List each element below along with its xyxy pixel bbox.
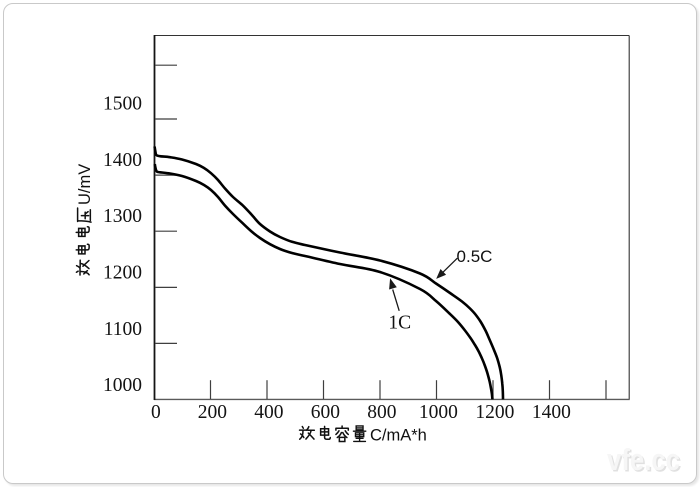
svg-text:0.5C: 0.5C — [457, 247, 493, 266]
svg-text:600: 600 — [311, 402, 340, 423]
svg-text:1200: 1200 — [103, 263, 142, 284]
svg-text:1000: 1000 — [103, 375, 142, 396]
svg-text:1000: 1000 — [419, 402, 458, 423]
svg-text:U/mV: U/mV — [76, 164, 94, 205]
svg-text:vfe.cc: vfe.cc — [607, 442, 680, 477]
svg-text:800: 800 — [367, 402, 396, 423]
svg-text:vfe.cc: vfe.cc — [609, 444, 682, 479]
svg-text:0: 0 — [151, 402, 161, 423]
svg-text:1C: 1C — [388, 313, 411, 334]
svg-text:1100: 1100 — [104, 319, 142, 340]
svg-text:1300: 1300 — [103, 206, 142, 227]
svg-text:400: 400 — [254, 402, 283, 423]
svg-text:200: 200 — [198, 402, 227, 423]
svg-text:1400: 1400 — [103, 150, 142, 171]
svg-text:1500: 1500 — [103, 94, 142, 115]
svg-text:C/mA*h: C/mA*h — [370, 426, 427, 444]
svg-text:1400: 1400 — [532, 402, 571, 423]
svg-text:1200: 1200 — [475, 402, 514, 423]
